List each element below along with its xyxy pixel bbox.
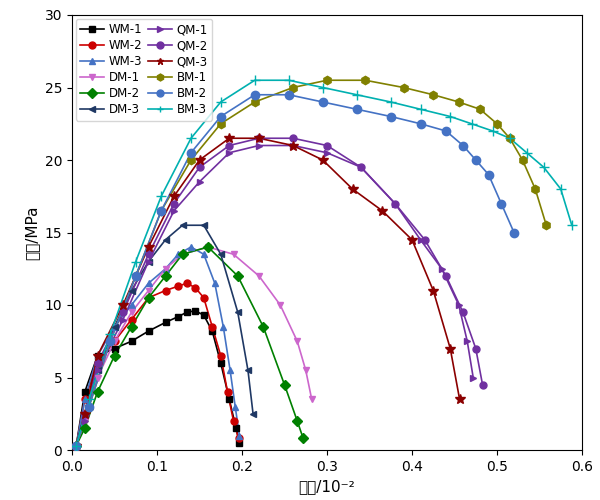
Legend: WM-1, WM-2, WM-3, DM-1, DM-2, DM-3, QM-1, QM-2, QM-3, BM-1, BM-2, BM-3: WM-1, WM-2, WM-3, DM-1, DM-2, DM-3, QM-1… xyxy=(76,18,212,120)
Y-axis label: 应力/MPa: 应力/MPa xyxy=(24,205,39,260)
X-axis label: 应变/10⁻²: 应变/10⁻² xyxy=(299,480,355,494)
